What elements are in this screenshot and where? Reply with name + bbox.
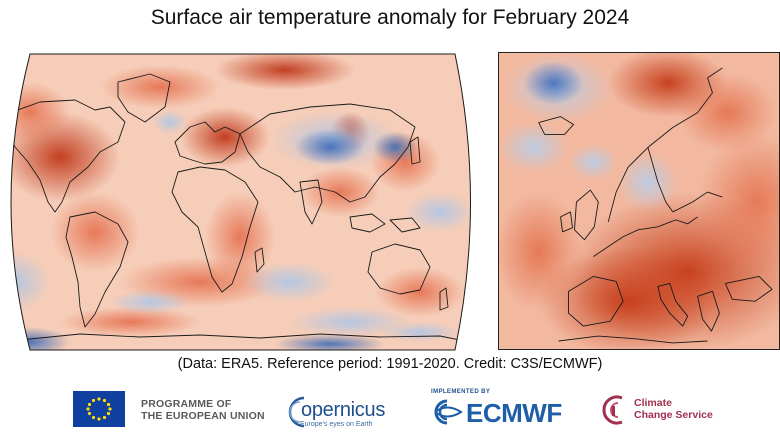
c3s-logo-icon [602, 395, 623, 425]
ecmwf-wordmark: ECMWF [466, 398, 562, 428]
eu-programme-label: PROGRAMME OF THE EUROPEAN UNION [141, 398, 265, 422]
copernicus-wordmark: opernicus [301, 399, 386, 421]
map-title: Surface air temperature anomaly for Febr… [150, 6, 630, 29]
copernicus-logo-icon [288, 396, 305, 428]
copernicus-tagline: Europe's eyes on Earth [300, 421, 373, 428]
data-caption: (Data: ERA5. Reference period: 1991-2020… [177, 356, 603, 372]
eu-flag-icon [73, 391, 125, 427]
europe-anomaly-map [498, 52, 780, 350]
ecmwf-logo-icon [434, 399, 463, 425]
c3s-label: Climate Change Service [634, 397, 713, 421]
partner-logos: PROGRAMME OF THE EUROPEAN UNION opernicu… [0, 384, 780, 444]
ecmwf-implemented-label: IMPLEMENTED BY [431, 389, 491, 395]
world-anomaly-map [10, 53, 471, 351]
